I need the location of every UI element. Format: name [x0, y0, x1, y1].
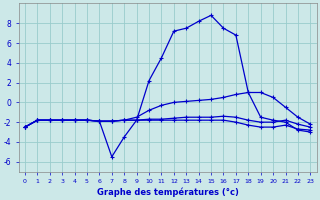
X-axis label: Graphe des températures (°c): Graphe des températures (°c) [97, 187, 239, 197]
